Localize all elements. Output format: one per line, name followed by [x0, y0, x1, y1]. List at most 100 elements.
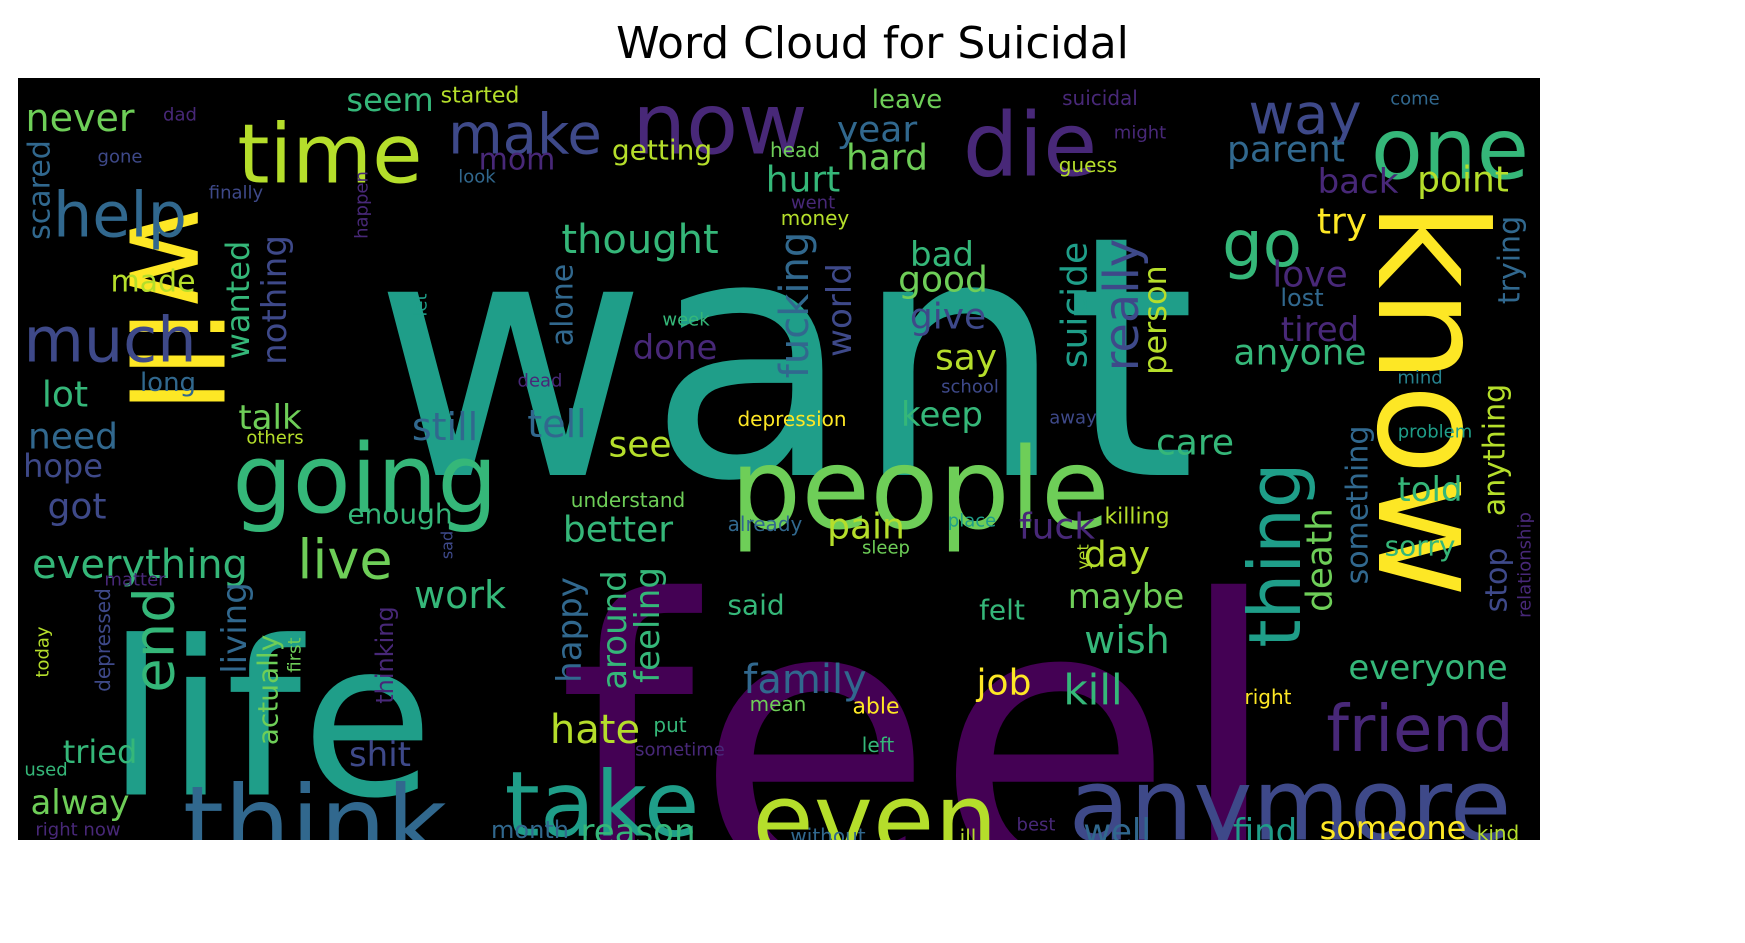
word-help: help — [53, 179, 187, 252]
word-fuck: fuck — [1019, 507, 1095, 548]
word-able: able — [852, 695, 899, 720]
word-hard: hard — [846, 138, 928, 179]
word-sleep: sleep — [862, 538, 910, 559]
word-end: end — [123, 587, 188, 693]
word-try: try — [1317, 202, 1367, 243]
word-matter: matter — [104, 570, 166, 591]
word-point: point — [1417, 160, 1509, 201]
word-others: others — [246, 428, 303, 449]
word-look: look — [458, 167, 496, 188]
word-thought: thought — [561, 217, 718, 263]
word-good: good — [898, 260, 988, 301]
word-care: care — [1156, 423, 1234, 464]
word-maybe: maybe — [1068, 577, 1185, 617]
word-best: best — [1017, 815, 1056, 836]
word-actually: actually — [252, 635, 285, 746]
word-school: school — [941, 377, 999, 398]
word-depressed: depressed — [91, 588, 115, 692]
word-fucking: fucking — [772, 232, 818, 378]
word-much: much — [23, 304, 196, 377]
word-live: live — [297, 529, 392, 592]
word-kill: kill — [1063, 666, 1122, 715]
word-dead: dead — [518, 371, 563, 392]
word-seem: seem — [346, 81, 433, 119]
word-say: say — [935, 338, 997, 379]
word-world: world — [820, 263, 860, 357]
word-everyone: everyone — [1348, 648, 1507, 688]
word-feeling: feeling — [628, 567, 668, 683]
word-might: might — [1114, 123, 1166, 144]
word-mean: mean — [750, 692, 807, 716]
word-someone: someone — [1320, 809, 1467, 840]
word-felt: felt — [979, 594, 1025, 627]
word-without: without — [790, 824, 865, 840]
chart-title: Word Cloud for Suicidal — [0, 22, 1745, 66]
word-well: well — [1083, 812, 1151, 840]
word-love: love — [1272, 255, 1347, 296]
word-tried: tried — [63, 733, 138, 771]
word-living: living — [215, 582, 255, 674]
word-enough: enough — [347, 498, 452, 531]
word-see: see — [608, 425, 671, 466]
word-suicide: suicide — [1055, 242, 1096, 368]
word-ill: ill — [960, 825, 977, 840]
word-dad: dad — [163, 105, 197, 126]
word-alone: alone — [546, 264, 581, 347]
word-finally: finally — [209, 183, 264, 204]
word-right-now: right now — [35, 820, 120, 841]
word-today: today — [33, 626, 54, 678]
word-done: done — [633, 328, 718, 368]
word-wanted: wanted — [219, 241, 257, 360]
word-think: think — [183, 764, 447, 840]
word-suicidal: suicidal — [1062, 86, 1138, 110]
word-sometime: sometime — [635, 740, 725, 761]
word-time: time — [237, 108, 422, 203]
word-scared: scared — [23, 140, 58, 240]
word-got: got — [48, 487, 107, 528]
word-person: person — [1136, 265, 1174, 375]
word-mind: mind — [1397, 368, 1442, 389]
word-keep: keep — [901, 395, 983, 435]
word-wish: wish — [1084, 618, 1170, 662]
word-told: told — [1397, 470, 1462, 510]
word-long: long — [140, 368, 196, 398]
word-kind: kind — [1477, 821, 1520, 840]
word-sad: sad — [438, 531, 457, 559]
word-money: money — [781, 206, 850, 230]
word-problem: problem — [1398, 422, 1472, 443]
word-work: work — [414, 573, 506, 617]
word-lot: lot — [42, 375, 88, 416]
word-still: still — [412, 405, 478, 449]
word-place: place — [948, 511, 996, 532]
word-made: made — [110, 265, 195, 300]
word-getting: getting — [612, 134, 712, 167]
word-friend: friend — [1326, 693, 1513, 767]
word-killing: killing — [1104, 505, 1169, 530]
word-month: month — [491, 816, 569, 840]
word-tired: tired — [1281, 310, 1360, 350]
word-right: right — [1245, 685, 1292, 709]
word-give: give — [910, 297, 986, 338]
word-week: week — [662, 310, 710, 331]
word-away: away — [1049, 408, 1097, 429]
word-never: never — [26, 96, 135, 140]
word-used: used — [24, 760, 67, 781]
word-thinking: thinking — [371, 606, 399, 704]
word-said: said — [727, 589, 784, 622]
word-shit: shit — [349, 735, 411, 775]
word-come: come — [1390, 89, 1440, 110]
word-reason: reason — [580, 812, 695, 840]
word-happy: happy — [550, 577, 590, 683]
word-happen: happen — [352, 171, 373, 239]
word-nothing: nothing — [255, 235, 295, 365]
word-job: job — [976, 663, 1032, 704]
word-guess: guess — [1059, 153, 1118, 177]
word-already: already — [728, 512, 803, 536]
word-leave: leave — [872, 85, 943, 115]
word-tell: tell — [527, 402, 586, 446]
word-trying: trying — [1493, 216, 1528, 304]
word-depression: depression — [737, 407, 846, 431]
word-hope: hope — [23, 447, 103, 485]
word-find: find — [1233, 812, 1298, 840]
